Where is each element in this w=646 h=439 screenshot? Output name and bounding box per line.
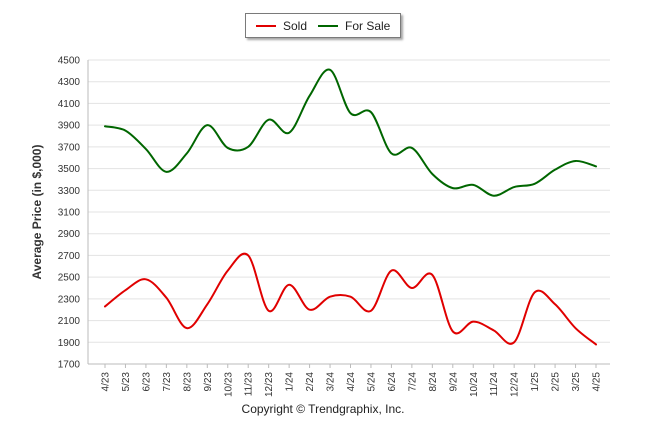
y-tick-label: 3100 (58, 208, 81, 219)
y-tick-label: 2300 (58, 294, 81, 305)
legend-item-sold[interactable]: Sold (256, 14, 307, 37)
copyright-footer: Copyright © Trendgraphix, Inc. (241, 402, 405, 416)
x-tick-label: 10/23 (223, 372, 234, 397)
y-tick-label: 3700 (58, 142, 81, 153)
x-tick-label: 4/23 (101, 372, 112, 392)
x-tick-label: 8/23 (182, 372, 193, 392)
y-tick-label: 2700 (58, 251, 81, 262)
y-tick-label: 2100 (58, 316, 81, 327)
x-tick-label: 7/23 (162, 372, 173, 392)
legend-swatch-sold (256, 24, 276, 27)
x-tick-label: 6/24 (387, 372, 398, 392)
series-lines (104, 68, 597, 346)
x-tick-label: 4/25 (592, 372, 603, 392)
series-line-sold (104, 252, 597, 346)
x-tick-labels: 4/23 5/23 6/23 7/23 8/23 9/23 10/23 11/23 12/23 1… (101, 372, 603, 397)
x-tick-label: 6/23 (141, 372, 152, 392)
y-tick-label: 1700 (58, 360, 81, 371)
legend-label-for-sale: For Sale (345, 18, 391, 33)
x-tick-label: 2/25 (551, 372, 562, 392)
axes (87, 60, 610, 368)
x-tick-label: 2/24 (305, 372, 316, 392)
x-tick-label: 9/24 (448, 372, 459, 392)
x-tick-label: 1/24 (285, 372, 296, 392)
y-tick-label: 4300 (58, 77, 81, 88)
x-tick-label: 8/24 (428, 372, 439, 392)
y-tick-label: 2500 (58, 273, 81, 284)
x-tick-label: 9/23 (203, 372, 214, 392)
x-tick-label: 7/24 (407, 372, 418, 392)
legend-swatch-for-sale (318, 24, 338, 27)
x-tick-label: 11/23 (244, 372, 255, 397)
series-line-for-sale (104, 68, 597, 197)
y-tick-label: 4500 (58, 56, 81, 67)
y-tick-labels: 1700 1900 2100 2300 2500 2700 2900 3100 3300 3500… (58, 56, 81, 371)
grid-lines (88, 59, 610, 365)
y-tick-label: 1900 (58, 338, 81, 349)
y-tick-label: 3300 (58, 186, 81, 197)
y-tick-label: 3900 (58, 121, 81, 132)
y-tick-label: 3500 (58, 164, 81, 175)
x-tick-label: 1/25 (530, 372, 541, 392)
x-tick-label: 5/23 (121, 372, 132, 392)
x-tick-label: 3/24 (326, 372, 337, 392)
legend-label-sold: Sold (283, 18, 308, 33)
y-tick-label: 4100 (58, 99, 81, 110)
x-tick-label: 12/23 (264, 372, 275, 397)
x-tick-label: 10/24 (469, 372, 480, 397)
y-axis-label: Average Price (in $,000) (30, 145, 44, 280)
y-tick-label: 2900 (58, 229, 81, 240)
x-tick-label: 3/25 (571, 372, 582, 392)
x-tick-label: 5/24 (366, 372, 377, 392)
x-tick-label: 4/24 (346, 372, 357, 392)
x-tick-label: 12/24 (510, 372, 521, 397)
legend-item-for-sale[interactable]: For Sale (318, 14, 390, 37)
x-tick-label: 11/24 (489, 372, 500, 397)
legend: Sold For Sale (245, 13, 401, 38)
